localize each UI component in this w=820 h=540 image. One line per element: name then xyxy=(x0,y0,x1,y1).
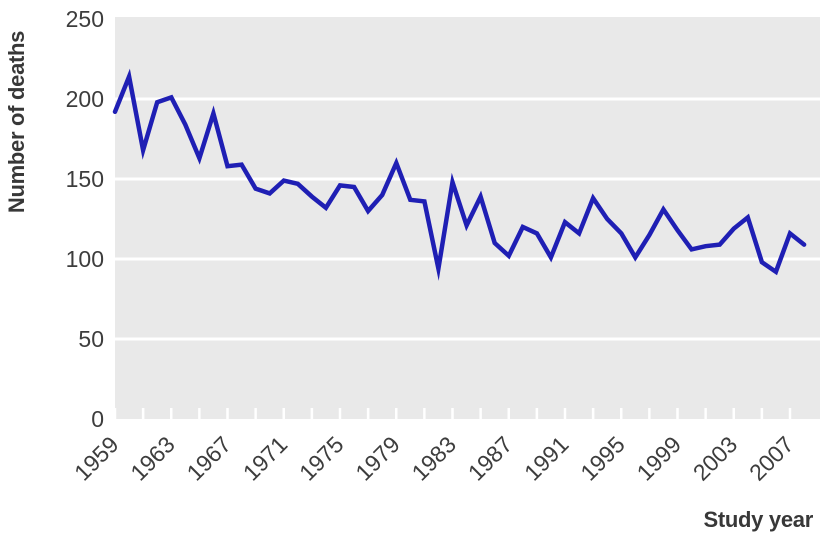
x-tick-label: 2003 xyxy=(688,431,743,486)
x-tick-label: 1995 xyxy=(575,431,630,486)
y-tick-label: 50 xyxy=(78,326,104,352)
x-tick-marks xyxy=(113,408,792,419)
x-tick-label: 1999 xyxy=(631,431,686,486)
x-tick-label: 1959 xyxy=(69,431,124,486)
x-tick-label: 1971 xyxy=(238,431,293,486)
x-axis-title: Study year xyxy=(703,507,814,532)
x-tick-label: 2007 xyxy=(744,431,799,486)
x-tick-label: 1983 xyxy=(406,431,461,486)
x-tick-label: 1967 xyxy=(181,431,236,486)
plot-panel xyxy=(115,17,820,419)
y-tick-label: 200 xyxy=(66,86,104,112)
gridlines xyxy=(115,97,820,341)
y-tick-label: 0 xyxy=(91,406,104,432)
x-axis-tick-labels: 1959 1963 1967 1971 1975 1979 1983 1987 1991 1995… xyxy=(69,431,799,486)
y-axis-title: Number of deaths xyxy=(4,30,29,214)
x-tick-label: 1979 xyxy=(350,431,405,486)
x-tick-label: 1991 xyxy=(519,431,574,486)
x-tick-label: 1987 xyxy=(463,431,518,486)
x-tick-label: 1975 xyxy=(294,431,349,486)
y-tick-label: 100 xyxy=(66,246,104,272)
x-tick-label: 1963 xyxy=(125,431,180,486)
y-tick-label: 250 xyxy=(66,6,104,32)
data-line-series xyxy=(112,68,807,281)
y-tick-label: 150 xyxy=(66,166,104,192)
y-axis-tick-labels: 0 50 100 150 200 250 xyxy=(66,6,104,432)
